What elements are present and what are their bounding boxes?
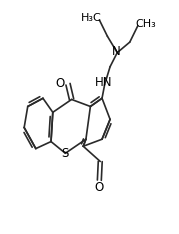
Text: CH₃: CH₃ xyxy=(136,19,157,29)
Text: HN: HN xyxy=(95,76,113,89)
Text: O: O xyxy=(95,181,104,194)
Text: H₃C: H₃C xyxy=(81,14,102,23)
Text: N: N xyxy=(112,45,120,58)
Text: O: O xyxy=(55,77,65,90)
Text: S: S xyxy=(62,147,69,160)
